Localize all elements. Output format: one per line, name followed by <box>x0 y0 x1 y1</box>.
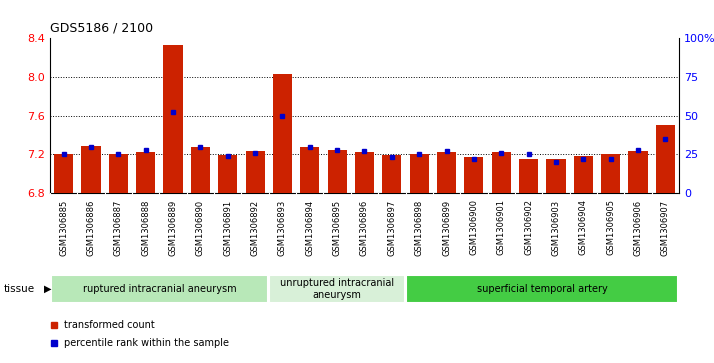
Text: GSM1306890: GSM1306890 <box>196 199 205 256</box>
Bar <box>546 159 565 193</box>
Bar <box>574 156 593 193</box>
Bar <box>628 151 648 193</box>
Bar <box>437 152 456 193</box>
FancyBboxPatch shape <box>51 274 268 303</box>
Text: GSM1306888: GSM1306888 <box>141 199 150 256</box>
Text: GSM1306900: GSM1306900 <box>469 199 478 256</box>
Bar <box>355 152 374 193</box>
Bar <box>246 151 265 193</box>
Text: GSM1306898: GSM1306898 <box>415 199 423 256</box>
FancyBboxPatch shape <box>269 274 405 303</box>
Bar <box>601 154 620 193</box>
Bar <box>54 154 74 193</box>
Text: transformed count: transformed count <box>64 320 155 330</box>
Text: GSM1306905: GSM1306905 <box>606 199 615 256</box>
Text: GSM1306893: GSM1306893 <box>278 199 287 256</box>
Text: GSM1306901: GSM1306901 <box>497 199 506 256</box>
Bar <box>410 154 429 193</box>
Text: GSM1306902: GSM1306902 <box>524 199 533 256</box>
Text: GSM1306891: GSM1306891 <box>223 199 232 256</box>
Bar <box>655 125 675 193</box>
FancyBboxPatch shape <box>406 274 678 303</box>
Text: GSM1306895: GSM1306895 <box>333 199 342 256</box>
Bar <box>273 74 292 193</box>
Text: GSM1306885: GSM1306885 <box>59 199 68 256</box>
Bar <box>300 147 319 193</box>
Text: GSM1306899: GSM1306899 <box>442 199 451 256</box>
Text: superficial temporal artery: superficial temporal artery <box>477 284 608 294</box>
Bar <box>492 152 511 193</box>
Text: GSM1306894: GSM1306894 <box>306 199 314 256</box>
Text: GDS5186 / 2100: GDS5186 / 2100 <box>50 21 153 34</box>
Text: ruptured intracranial aneurysm: ruptured intracranial aneurysm <box>83 284 236 294</box>
Text: GSM1306903: GSM1306903 <box>551 199 560 256</box>
Text: GSM1306906: GSM1306906 <box>633 199 643 256</box>
Bar <box>519 159 538 193</box>
Bar <box>328 150 347 193</box>
Text: GSM1306889: GSM1306889 <box>169 199 178 256</box>
Text: tissue: tissue <box>4 284 35 294</box>
Text: GSM1306892: GSM1306892 <box>251 199 260 256</box>
Text: GSM1306904: GSM1306904 <box>579 199 588 256</box>
Text: GSM1306896: GSM1306896 <box>360 199 369 256</box>
Text: GSM1306907: GSM1306907 <box>661 199 670 256</box>
Text: GSM1306897: GSM1306897 <box>388 199 396 256</box>
Text: unruptured intracranial
aneurysm: unruptured intracranial aneurysm <box>280 278 394 300</box>
Bar <box>164 45 183 193</box>
Bar <box>464 157 483 193</box>
Text: percentile rank within the sample: percentile rank within the sample <box>64 338 229 348</box>
Bar <box>81 146 101 193</box>
Text: GSM1306887: GSM1306887 <box>114 199 123 256</box>
Bar <box>191 147 210 193</box>
Bar <box>382 155 401 193</box>
Text: GSM1306886: GSM1306886 <box>86 199 96 256</box>
Bar <box>136 152 155 193</box>
Text: ▶: ▶ <box>44 284 52 294</box>
Bar <box>109 154 128 193</box>
Bar <box>218 155 237 193</box>
